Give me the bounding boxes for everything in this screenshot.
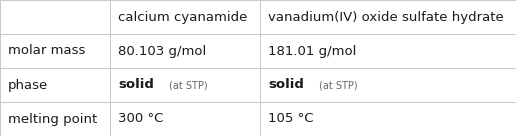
Text: calcium cyanamide: calcium cyanamide	[118, 10, 247, 24]
Bar	[260, 34, 516, 68]
Bar	[260, 102, 516, 136]
Text: vanadium(IV) oxide sulfate hydrate: vanadium(IV) oxide sulfate hydrate	[268, 10, 504, 24]
Bar	[110, 34, 260, 68]
Text: solid: solid	[268, 78, 304, 92]
Text: melting point: melting point	[8, 112, 97, 126]
Text: 80.103 g/mol: 80.103 g/mol	[118, 44, 206, 58]
Text: 181.01 g/mol: 181.01 g/mol	[268, 44, 357, 58]
Bar	[0, 102, 110, 136]
Bar	[260, 68, 516, 102]
Text: phase: phase	[8, 78, 49, 92]
Text: (at STP): (at STP)	[319, 80, 358, 90]
Text: (at STP): (at STP)	[169, 80, 208, 90]
Text: molar mass: molar mass	[8, 44, 85, 58]
Text: solid: solid	[118, 78, 154, 92]
Bar	[110, 102, 260, 136]
Text: 105 °C: 105 °C	[268, 112, 314, 126]
Bar	[110, 0, 260, 34]
Bar	[0, 0, 110, 34]
Text: 300 °C: 300 °C	[118, 112, 164, 126]
Bar	[0, 34, 110, 68]
Bar	[110, 68, 260, 102]
Bar	[0, 68, 110, 102]
Bar	[260, 0, 516, 34]
